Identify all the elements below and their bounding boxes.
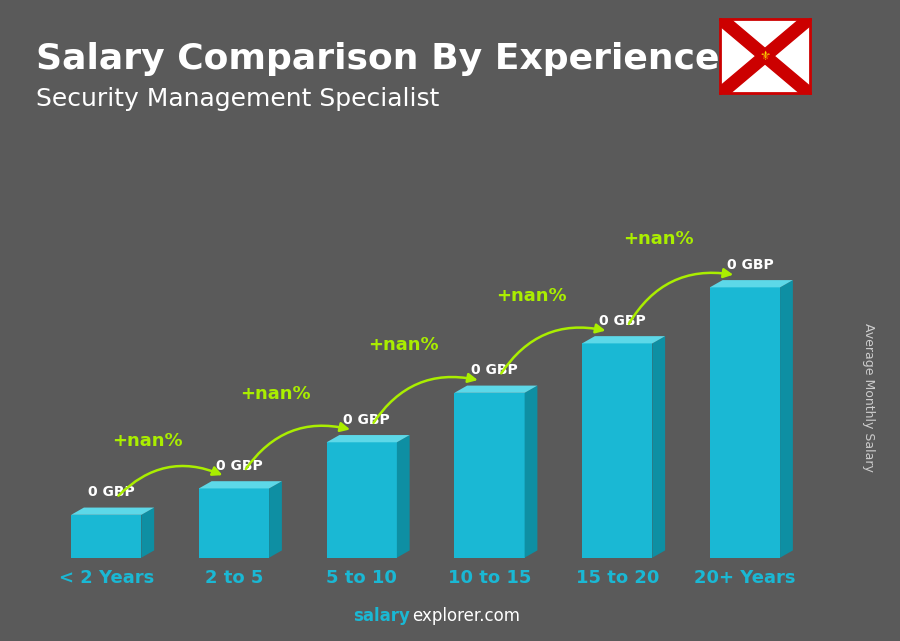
Polygon shape: [582, 336, 665, 344]
Bar: [710, 287, 780, 558]
Bar: [582, 344, 652, 558]
Text: +nan%: +nan%: [112, 431, 183, 449]
Bar: [199, 488, 269, 558]
Text: 0 GBP: 0 GBP: [726, 258, 773, 272]
Text: 0 GBP: 0 GBP: [88, 485, 135, 499]
FancyArrowPatch shape: [629, 269, 731, 324]
Text: +nan%: +nan%: [368, 336, 438, 354]
FancyArrowPatch shape: [119, 466, 220, 495]
Text: +nan%: +nan%: [624, 231, 694, 249]
Polygon shape: [710, 280, 793, 287]
FancyArrowPatch shape: [501, 325, 603, 373]
Polygon shape: [199, 481, 282, 488]
Text: Average Monthly Salary: Average Monthly Salary: [862, 323, 875, 472]
Text: +nan%: +nan%: [240, 385, 310, 403]
Polygon shape: [397, 435, 410, 558]
Text: salary: salary: [353, 607, 410, 625]
Polygon shape: [141, 508, 154, 558]
Bar: [71, 515, 141, 558]
Text: Security Management Specialist: Security Management Specialist: [36, 87, 439, 110]
Text: +nan%: +nan%: [496, 287, 566, 304]
Bar: [327, 442, 397, 558]
Polygon shape: [327, 435, 410, 442]
FancyArrowPatch shape: [246, 423, 347, 469]
Text: 0 GBP: 0 GBP: [599, 314, 645, 328]
FancyArrowPatch shape: [374, 374, 475, 423]
Polygon shape: [720, 19, 810, 93]
Polygon shape: [652, 336, 665, 558]
Polygon shape: [71, 508, 154, 515]
Polygon shape: [269, 481, 282, 558]
Polygon shape: [525, 386, 537, 558]
Text: 0 GBP: 0 GBP: [216, 459, 263, 473]
Text: 0 GBP: 0 GBP: [472, 363, 518, 378]
Bar: [454, 393, 525, 558]
Text: 0 GBP: 0 GBP: [344, 413, 391, 427]
Polygon shape: [780, 280, 793, 558]
Polygon shape: [454, 386, 537, 393]
Polygon shape: [720, 19, 810, 93]
Text: Salary Comparison By Experience: Salary Comparison By Experience: [36, 42, 719, 76]
Text: ⚜: ⚜: [760, 49, 770, 63]
Text: explorer.com: explorer.com: [412, 607, 520, 625]
